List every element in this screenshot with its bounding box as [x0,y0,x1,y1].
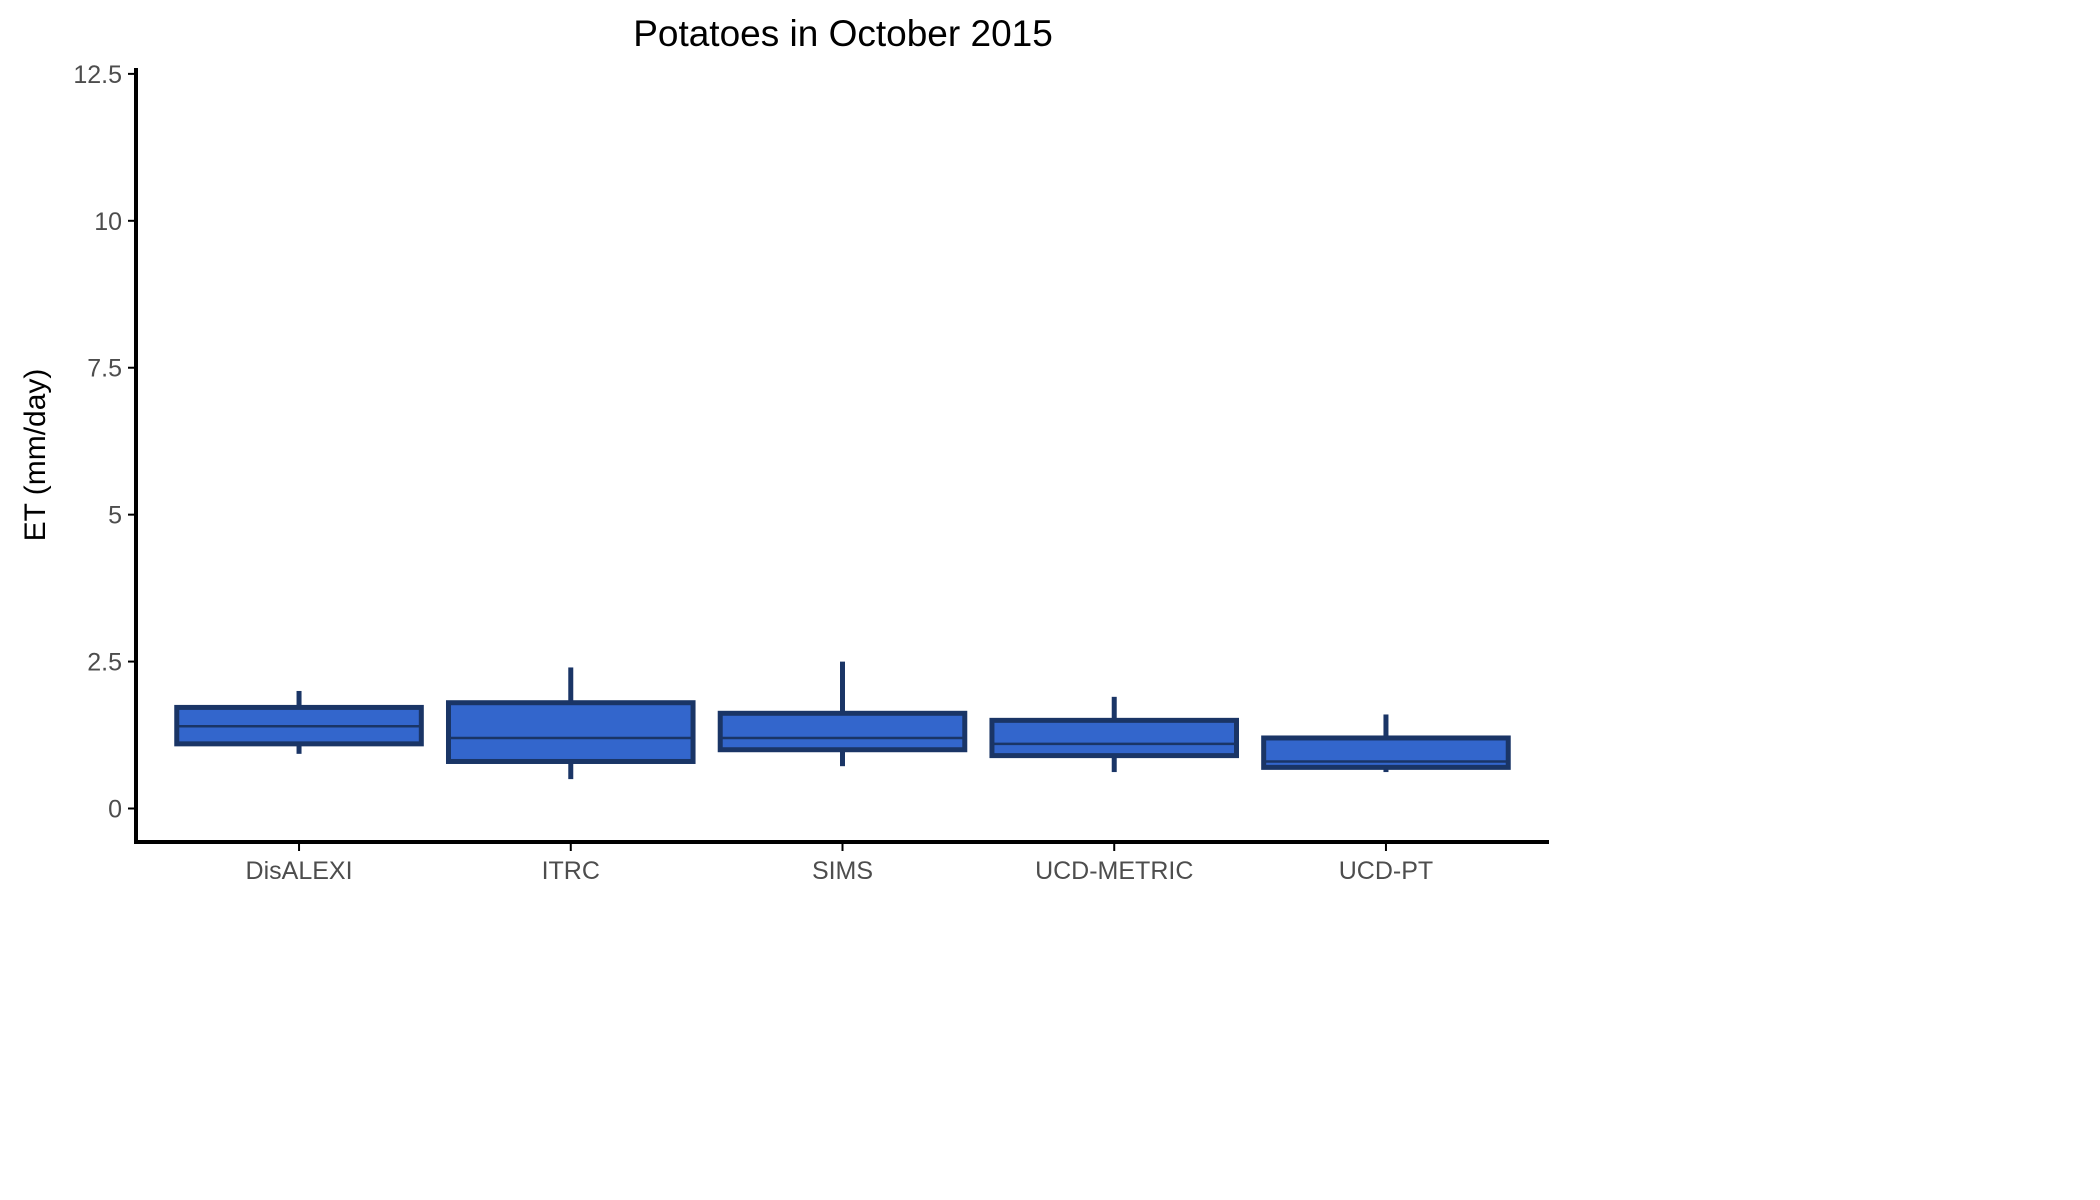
y-tick-label: 7.5 [87,355,122,383]
x-tick-label: DisALEXI [246,857,353,885]
chart-container: Potatoes in October 2015 ET (mm/day) 0 2.… [19,13,1549,885]
box-iqr [989,717,1240,759]
x-tick-label: SIMS [812,857,873,885]
y-tick-label: 12.5 [73,61,122,89]
y-axis-label: ET (mm/day) [19,369,52,542]
box-plot-chart: Potatoes in October 2015 ET (mm/day) 0 2.… [19,13,1549,885]
plot-area: 0 2.5 5 7.5 10 12.5 DisALEXI ITRC SIMS UCD-METRIC… [73,61,1511,885]
x-tick-label: UCD-PT [1339,857,1433,885]
y-tick-label: 10 [94,208,122,236]
box-iqr [717,710,968,753]
box-iqr [445,700,696,764]
y-tick-label: 2.5 [87,649,122,677]
y-tick-label: 5 [108,502,122,530]
box-iqr [1261,735,1511,770]
x-tick-label: ITRC [542,857,600,885]
chart-title: Potatoes in October 2015 [633,13,1053,54]
y-tick-label: 0 [108,796,122,824]
x-tick-label: UCD-METRIC [1035,857,1193,885]
